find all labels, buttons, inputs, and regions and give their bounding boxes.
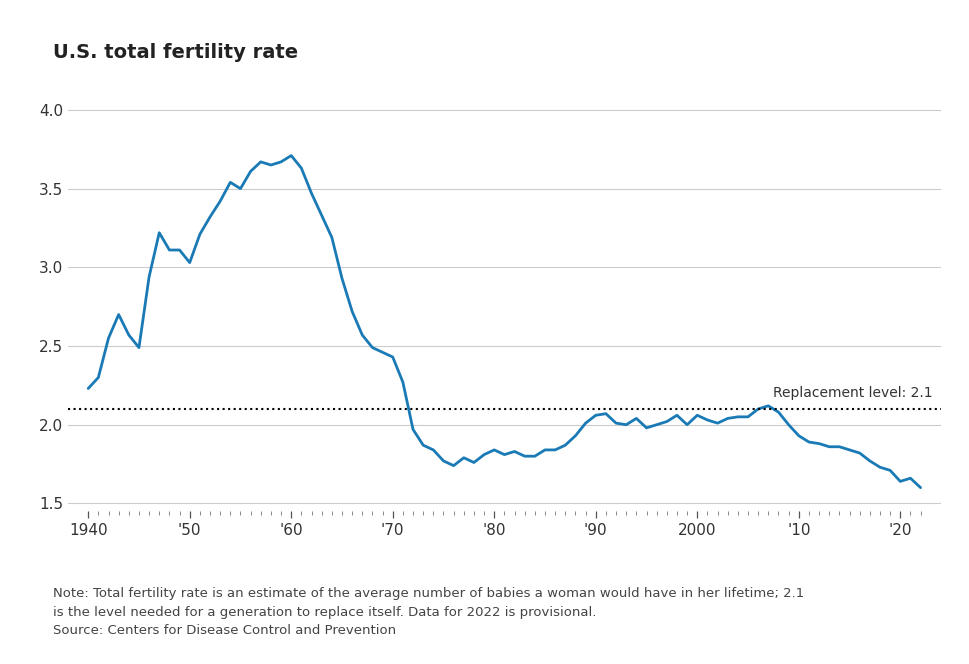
- Text: U.S. total fertility rate: U.S. total fertility rate: [53, 43, 298, 62]
- Text: Note: Total fertility rate is an estimate of the average number of babies a woma: Note: Total fertility rate is an estimat…: [53, 588, 803, 637]
- Text: Replacement level: 2.1: Replacement level: 2.1: [772, 386, 932, 400]
